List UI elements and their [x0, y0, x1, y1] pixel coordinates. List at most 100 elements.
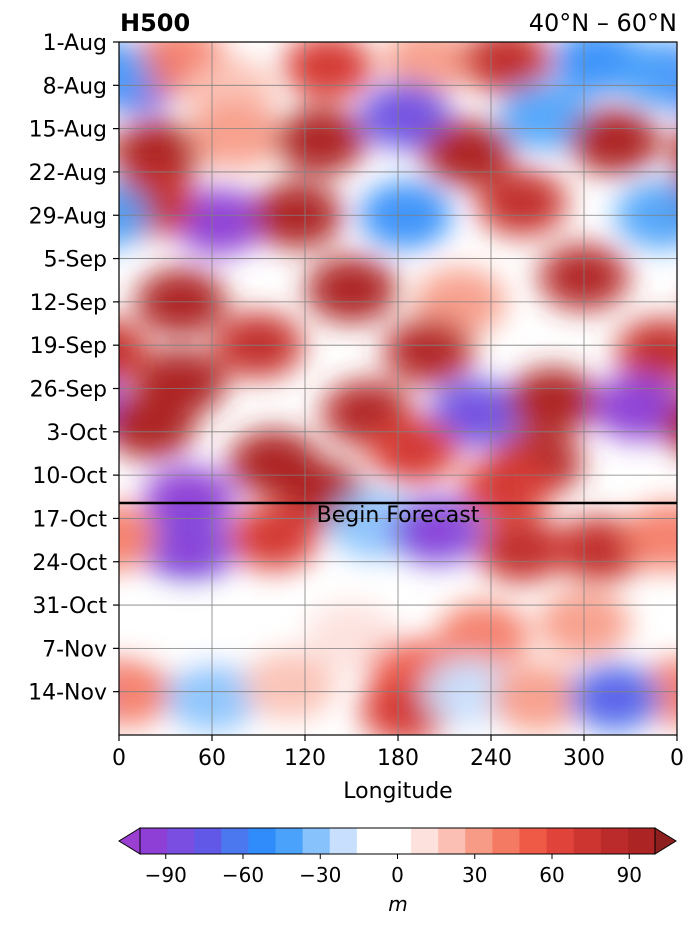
- y-tick-label-4: 29-Aug: [29, 204, 107, 229]
- colorbar-tick-label-1: −60: [222, 863, 264, 887]
- anomaly-core-41: [248, 518, 300, 556]
- y-tick-label-7: 19-Sep: [30, 334, 107, 359]
- anomaly-core-14: [589, 122, 641, 160]
- anomaly-core-15: [194, 202, 246, 241]
- colorbar-bin-13: [492, 828, 520, 854]
- anomaly-blob-46: [119, 503, 158, 571]
- y-tick-label-5: 5-Sep: [44, 248, 107, 273]
- anomaly-core-16: [683, 184, 697, 221]
- anomaly-core-32: [612, 388, 664, 426]
- colorbar-bin-8: [356, 828, 385, 854]
- colorbar-bin-3: [221, 828, 249, 854]
- colorbar-tick-label-0: −90: [145, 863, 187, 887]
- chart-title: H500: [120, 9, 190, 37]
- y-tick-label-13: 31-Oct: [32, 594, 107, 619]
- anomaly-core-10: [295, 122, 346, 160]
- anomaly-blob-48: [305, 602, 398, 670]
- y-tick-label-10: 10-Oct: [32, 464, 107, 489]
- colorbar-bin-6: [302, 828, 331, 854]
- forecast-annotation: Begin Forecast: [317, 503, 480, 528]
- y-axis: 1-Aug 8-Aug 15-Aug 22-Aug 29-Aug 5-Sep 12-Sep 1…: [28, 31, 119, 706]
- anomaly-core-3: [302, 48, 354, 86]
- anomaly-core-33: [683, 407, 697, 444]
- y-tick-label-3: 22-Aug: [29, 161, 107, 186]
- anomaly-core-35: [388, 431, 439, 470]
- colorbar-bin-7: [329, 828, 358, 854]
- anomaly-core-45: [574, 530, 625, 569]
- anomaly-core-29: [341, 394, 393, 432]
- anomaly-blob-33: [662, 400, 677, 451]
- x-tick-label-1: 60: [198, 746, 226, 771]
- y-tick-label-1: 8-Aug: [43, 74, 107, 99]
- y-tick-label-12: 24-Oct: [32, 551, 107, 576]
- plot-area: Begin Forecast: [118, 27, 697, 736]
- anomaly-blob-46: [623, 503, 677, 571]
- anomaly-blob-13: [499, 82, 592, 151]
- y-tick-label-15: 14-Nov: [28, 681, 107, 706]
- anomaly-core-30: [450, 394, 501, 432]
- y-tick-label-9: 3-Oct: [46, 421, 107, 446]
- grid-lines: [119, 42, 677, 735]
- x-tick-label-6: 0: [670, 746, 684, 771]
- anomaly-core-8: [690, 135, 697, 172]
- y-tick-label-8: 26-Sep: [30, 378, 107, 403]
- colorbar-tick-label-5: 60: [539, 863, 564, 887]
- anomaly-blob-7: [615, 42, 677, 107]
- anomaly-blob-8: [669, 135, 677, 172]
- anomaly-blob-54: [243, 651, 336, 720]
- anomaly-core-12: [442, 134, 494, 173]
- anomaly-core-27: [403, 332, 455, 371]
- x-axis-label: Longitude: [343, 779, 452, 804]
- colorbar-tick-label-2: −30: [299, 863, 341, 887]
- colorbar-bin-16: [573, 828, 602, 854]
- colorbar-bin-2: [194, 828, 222, 854]
- anomaly-core-8: [132, 134, 184, 173]
- colorbar-label: m: [388, 892, 407, 916]
- x-tick-label-3: 180: [377, 746, 419, 771]
- anomaly-core-37: [163, 481, 215, 519]
- colorbar: −90 −60 −30 0 30 60 90: [118, 827, 677, 887]
- anomaly-core-31: [527, 382, 579, 420]
- y-tick-label-0: 1-Aug: [43, 31, 107, 56]
- chart-subtitle: 40°N – 60°N: [529, 9, 677, 37]
- anomaly-core-39: [481, 468, 532, 507]
- colorbar-extend-under: [118, 827, 141, 855]
- colorbar-bin-0: [140, 828, 168, 854]
- anomaly-core-28: [636, 332, 677, 371]
- x-axis: 0 60 120 180 240 300 0: [112, 735, 684, 771]
- x-tick-label-5: 300: [563, 746, 605, 771]
- anomaly-blob-1: [693, 27, 697, 95]
- colorbar-tick-label-4: 30: [462, 863, 487, 887]
- anomaly-core-44: [496, 530, 548, 569]
- anomaly-core-40: [163, 530, 215, 569]
- anomaly-core-33: [124, 406, 176, 445]
- colorbar-bin-15: [546, 828, 575, 854]
- anomaly-blob-28: [119, 319, 150, 384]
- anomaly-core-43: [411, 512, 463, 550]
- anomaly-core-19: [496, 184, 548, 222]
- anomaly-core-5: [481, 42, 532, 80]
- colorbar-bin-10: [411, 828, 439, 854]
- anomaly-core-55: [380, 691, 432, 729]
- colorbar-bin-4: [248, 828, 277, 854]
- colorbar-bin-5: [275, 828, 304, 854]
- anomaly-blob-7: [119, 42, 150, 105]
- anomaly-blob-47: [693, 596, 697, 664]
- anomaly-blob-47: [135, 595, 227, 664]
- anomaly-core-28: [119, 336, 129, 367]
- colorbar-bin-14: [519, 828, 548, 854]
- anomaly-core-58: [589, 679, 641, 717]
- anomaly-blob-26: [693, 348, 697, 416]
- colorbar-extend-over: [654, 827, 677, 855]
- colorbar-bin-17: [600, 828, 629, 854]
- y-tick-label-2: 15-Aug: [29, 118, 107, 143]
- y-tick-label-11: 17-Oct: [32, 507, 107, 532]
- anomaly-core-22: [326, 270, 377, 309]
- anomaly-core-11: [380, 97, 432, 135]
- colorbar-tick-label-6: 90: [617, 863, 642, 887]
- colorbar-bin-9: [383, 828, 412, 854]
- colorbar-bin-12: [465, 828, 493, 854]
- anomaly-blob-50: [437, 602, 530, 670]
- anomaly-blob-57: [491, 663, 584, 732]
- anomaly-blob-4: [383, 42, 475, 95]
